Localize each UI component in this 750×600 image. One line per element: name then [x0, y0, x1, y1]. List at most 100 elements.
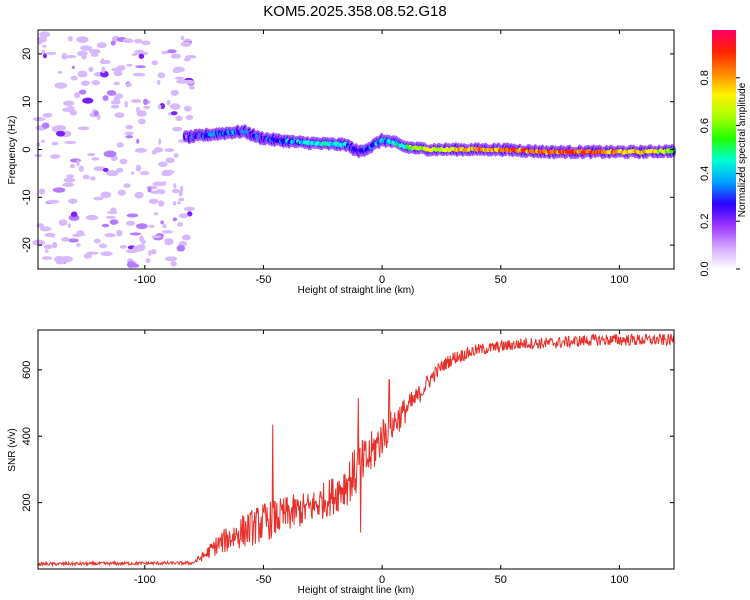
spectrogram-noise-layer — [32, 31, 197, 268]
colorbar-label: Normalized spectral amplitude — [737, 82, 748, 217]
noise-blob — [152, 181, 166, 186]
noise-blob — [76, 159, 80, 167]
noise-blob — [170, 111, 178, 116]
noise-blob — [177, 221, 183, 227]
noise-blob — [164, 256, 178, 262]
noise-blob — [62, 182, 75, 188]
noise-blob — [63, 177, 76, 183]
x-tick-label: 50 — [495, 274, 507, 286]
noise-blob — [158, 161, 168, 167]
noise-blob — [150, 249, 157, 255]
noise-blob — [32, 239, 46, 246]
noise-blob — [147, 186, 152, 193]
noise-blob — [58, 219, 68, 226]
snr-y-ticks: 200 400 600 — [21, 361, 674, 512]
noise-blob — [176, 245, 186, 252]
noise-blob — [134, 191, 144, 199]
noise-blob — [90, 176, 96, 181]
noise-blob — [38, 188, 46, 195]
noise-blob — [175, 115, 183, 122]
noise-blob — [100, 251, 113, 257]
noise-blob — [67, 223, 71, 229]
noise-blob — [41, 44, 47, 48]
noise-blob — [68, 198, 78, 204]
noise-blob — [135, 65, 146, 69]
noise-blob — [126, 63, 133, 67]
noise-blob — [61, 52, 68, 60]
noise-blob — [177, 201, 181, 205]
x-tick-label: -100 — [134, 574, 156, 586]
noise-blob — [123, 183, 131, 189]
y-tick-label: 200 — [21, 493, 33, 511]
noise-blob — [80, 45, 93, 51]
noise-blob — [113, 81, 121, 86]
noise-blob — [93, 238, 101, 244]
noise-blob — [74, 91, 81, 99]
noise-blob — [136, 110, 147, 117]
noise-blob — [138, 53, 145, 59]
noise-blob — [76, 50, 88, 57]
noise-blob — [61, 236, 70, 242]
x-tick-label: 0 — [379, 574, 385, 586]
noise-blob — [100, 58, 105, 65]
noise-blob — [119, 244, 127, 249]
noise-blob — [54, 82, 68, 89]
noise-blob — [86, 251, 99, 255]
noise-blob — [104, 233, 116, 238]
noise-blob — [173, 183, 177, 189]
noise-blob — [126, 82, 132, 87]
noise-blob — [65, 55, 77, 59]
noise-blob — [52, 187, 66, 193]
noise-blob — [110, 40, 116, 46]
noise-blob — [155, 189, 162, 194]
noise-blob — [169, 103, 181, 110]
noise-blob — [124, 100, 129, 108]
noise-blob — [88, 66, 94, 73]
noise-blob — [183, 206, 196, 211]
noise-blob — [98, 243, 108, 249]
noise-blob — [67, 35, 73, 42]
noise-blob — [161, 230, 173, 234]
noise-blob — [180, 185, 184, 193]
noise-blob — [114, 112, 125, 118]
x-tick-label: 100 — [610, 574, 628, 586]
noise-blob — [66, 174, 75, 179]
noise-blob — [180, 41, 192, 47]
noise-blob — [51, 141, 59, 146]
noise-blob — [70, 75, 78, 81]
snr-x-ticks: -100 -50 0 50 100 — [134, 330, 629, 586]
noise-blob — [113, 97, 120, 104]
noise-blob — [158, 138, 162, 145]
x-tick-label: -100 — [134, 274, 156, 286]
noise-blob — [185, 114, 194, 120]
colorbar-tick-label: 0.4 — [699, 166, 711, 181]
noise-blob — [183, 105, 192, 112]
noise-blob — [129, 232, 142, 236]
noise-blob — [148, 250, 152, 257]
spectrogram-signal-layer — [182, 124, 677, 160]
noise-blob — [133, 38, 143, 44]
noise-blob — [96, 42, 107, 49]
colorbar-tick-label: 0.0 — [699, 261, 711, 276]
noise-blob — [68, 214, 80, 221]
x-tick-label: 50 — [495, 574, 507, 586]
noise-blob — [122, 38, 134, 44]
noise-blob — [77, 126, 90, 131]
noise-blob — [125, 125, 134, 130]
snr-series-line — [37, 333, 674, 568]
noise-blob — [91, 157, 100, 161]
noise-blob — [78, 89, 87, 95]
noise-blob — [45, 51, 57, 55]
noise-blob — [109, 219, 119, 225]
noise-blob — [116, 142, 124, 148]
colorbar: 0.0 0.2 0.4 0.6 0.8 Normalized spectral ampl… — [699, 30, 748, 277]
noise-blob — [80, 80, 90, 86]
noise-blob — [172, 69, 180, 74]
noise-blob — [157, 104, 162, 110]
y-tick-label: 600 — [21, 361, 33, 379]
noise-blob — [44, 232, 56, 238]
noise-blob — [181, 234, 191, 241]
noise-blob — [132, 72, 146, 77]
spectrogram-x-ticks: -100 -50 0 50 100 — [134, 30, 629, 286]
noise-blob — [124, 131, 134, 136]
